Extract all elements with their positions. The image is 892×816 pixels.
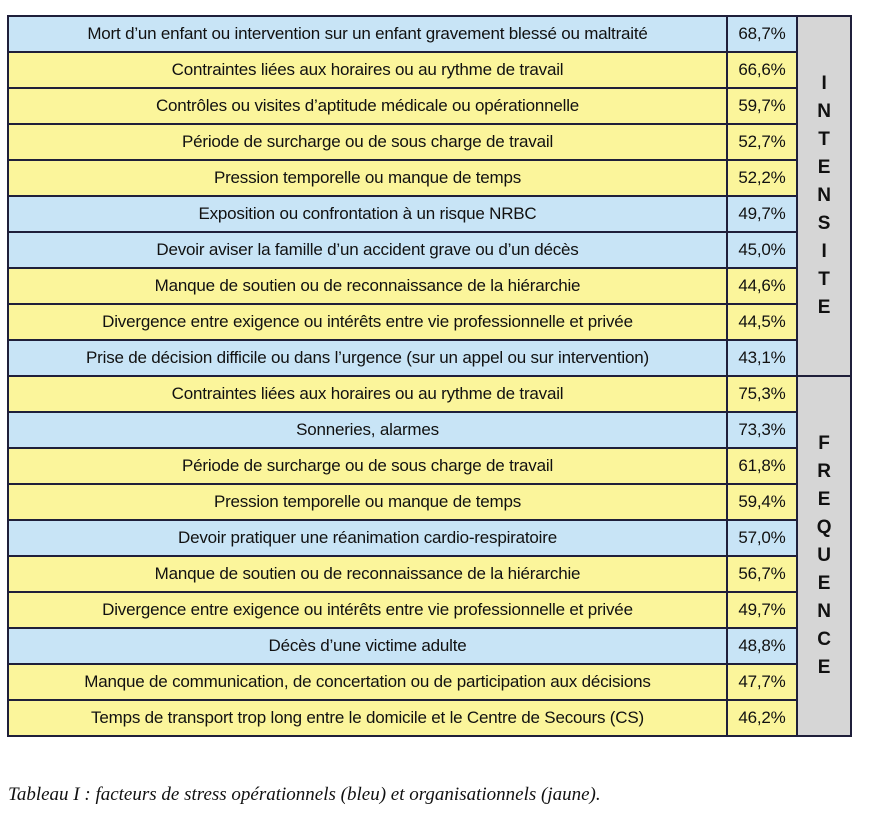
table-row: Exposition ou confrontation à un risque … [7,195,851,233]
percentage-cell: 49,7% [726,195,798,233]
label-letter: E [817,657,831,678]
table-row: Décès d’une victime adulte 48,8% [7,627,851,665]
factor-cell: Contraintes liées aux horaires ou au ryt… [7,51,728,89]
label-letter: I [821,241,827,262]
percentage-cell: 59,7% [726,87,798,125]
factor-cell: Devoir aviser la famille d’un accident g… [7,231,728,269]
label-letter: I [821,73,827,94]
label-letter: F [818,433,830,454]
table-row: Temps de transport trop long entre le do… [7,699,851,737]
table-row: Période de surcharge ou de sous charge d… [7,447,851,485]
label-letter: S [817,213,831,234]
factor-cell: Exposition ou confrontation à un risque … [7,195,728,233]
percentage-cell: 66,6% [726,51,798,89]
factor-cell: Sonneries, alarmes [7,411,728,449]
table-row: Pression temporelle ou manque de temps 52… [7,159,851,197]
factor-cell: Pression temporelle ou manque de temps [7,159,728,197]
factor-cell: Manque de communication, de concertation… [7,663,728,701]
factor-cell: Divergence entre exigence ou intérêts en… [7,591,728,629]
label-letter: N [817,101,831,122]
table-row: Contrôles ou visites d’aptitude médicale… [7,87,851,125]
stress-factors-table: Mort d’un enfant ou intervention sur un … [7,15,852,737]
percentage-cell: 45,0% [726,231,798,269]
label-letter: N [817,601,831,622]
percentage-cell: 44,6% [726,267,798,305]
table-row: Contraintes liées aux horaires ou au ryt… [7,375,852,737]
table-row: Devoir aviser la famille d’un accident g… [7,231,851,269]
label-letter: N [817,185,831,206]
label-letter: E [817,573,831,594]
factor-cell: Contraintes liées aux horaires ou au ryt… [7,375,728,413]
percentage-cell: 61,8% [726,447,798,485]
factor-cell: Période de surcharge ou de sous charge d… [7,447,728,485]
label-letter: E [817,297,831,318]
table-caption: Tableau I : facteurs de stress opération… [8,784,601,805]
percentage-cell: 68,7% [726,15,798,53]
factor-cell: Prise de décision difficile ou dans l’ur… [7,339,728,377]
factor-cell: Manque de soutien ou de reconnaissance d… [7,267,728,305]
table-row: Période de surcharge ou de sous charge d… [7,123,851,161]
percentage-cell: 73,3% [726,411,798,449]
table-row: Divergence entre exigence ou intérêts en… [7,591,851,629]
label-letter: T [818,129,830,150]
percentage-cell: 47,7% [726,663,798,701]
percentage-cell: 57,0% [726,519,798,557]
table-row: Pression temporelle ou manque de temps 59… [7,483,851,521]
factor-cell: Décès d’une victime adulte [7,627,728,665]
label-letter: E [817,489,831,510]
percentage-cell: 52,2% [726,159,798,197]
label-letter: T [818,269,830,290]
table-row: Mort d’un enfant ou intervention sur un … [7,15,852,377]
factor-cell: Devoir pratiquer une réanimation cardio-… [7,519,728,557]
label-letter: C [817,629,831,650]
stress-table-body: Mort d’un enfant ou intervention sur un … [7,15,852,737]
factor-cell: Temps de transport trop long entre le do… [7,699,728,737]
percentage-cell: 75,3% [726,375,798,413]
percentage-cell: 59,4% [726,483,798,521]
factor-cell: Pression temporelle ou manque de temps [7,483,728,521]
stress-table-container: Mort d’un enfant ou intervention sur un … [7,15,852,737]
table-row: Contraintes liées aux horaires ou au ryt… [7,51,851,89]
percentage-cell: 43,1% [726,339,798,377]
table-row: Devoir pratiquer une réanimation cardio-… [7,519,851,557]
label-letter: R [817,461,831,482]
factor-cell: Mort d’un enfant ou intervention sur un … [7,15,728,53]
percentage-cell: 52,7% [726,123,798,161]
table-row: Manque de soutien ou de reconnaissance d… [7,555,851,593]
factor-cell: Période de surcharge ou de sous charge d… [7,123,728,161]
label-letter: E [817,157,831,178]
table-row: Manque de soutien ou de reconnaissance d… [7,267,851,305]
table-row: Divergence entre exigence ou intérêts en… [7,303,851,341]
label-letter: U [817,545,831,566]
factor-cell: Contrôles ou visites d’aptitude médicale… [7,87,728,125]
percentage-cell: 56,7% [726,555,798,593]
percentage-cell: 48,8% [726,627,798,665]
factor-cell: Manque de soutien ou de reconnaissance d… [7,555,728,593]
table-row: Manque de communication, de concertation… [7,663,851,701]
table-row: Sonneries, alarmes 73,3% [7,411,851,449]
table-row: Prise de décision difficile ou dans l’ur… [7,339,851,377]
label-letter: Q [816,517,832,538]
percentage-cell: 44,5% [726,303,798,341]
percentage-cell: 46,2% [726,699,798,737]
percentage-cell: 49,7% [726,591,798,629]
factor-cell: Divergence entre exigence ou intérêts en… [7,303,728,341]
